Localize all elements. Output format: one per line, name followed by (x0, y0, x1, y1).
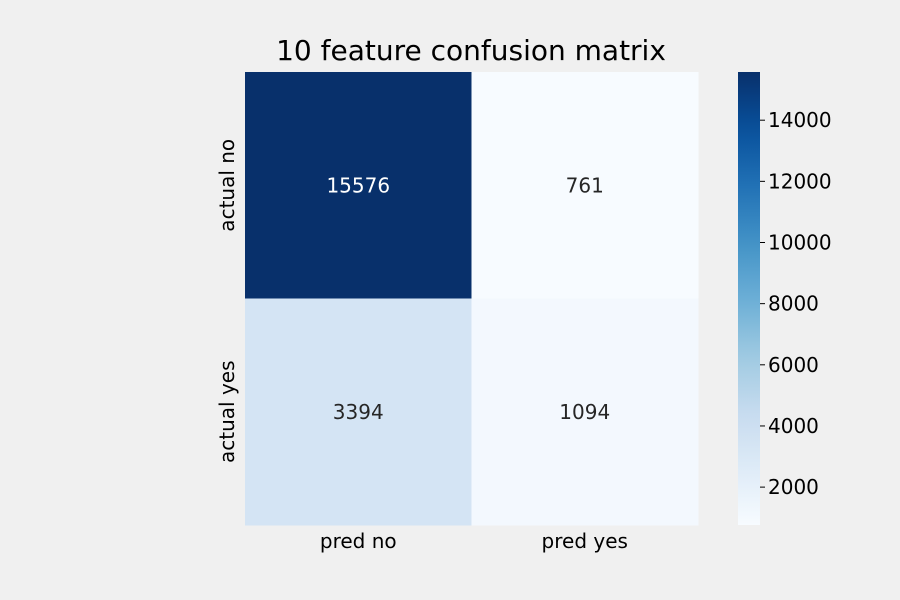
chart-title: 10 feature confusion matrix (276, 34, 666, 67)
colorbar-tick-label-2: 6000 (768, 353, 819, 377)
colorbar-tick-label-6: 14000 (768, 108, 832, 132)
colorbar-ticks: 2000 4000 6000 8000 10000 12000 14000 (760, 108, 832, 499)
cell-value-label-r1-c0: 3394 (333, 400, 384, 424)
colorbar-tick-label-1: 4000 (768, 414, 819, 438)
y-tick-label-0: actual no (215, 139, 239, 232)
heatmap-cells (245, 72, 699, 526)
colorbar-tick-label-4: 10000 (768, 230, 832, 254)
y-tick-label-1: actual yes (215, 361, 239, 464)
heatmap-cell-r1-c0 (245, 298, 472, 526)
heatmap-cell-r0-c0 (245, 72, 472, 299)
colorbar-tick-label-3: 8000 (768, 292, 819, 316)
cell-value-label-r0-c0: 15576 (326, 173, 390, 197)
x-tick-label-1: pred yes (542, 529, 628, 553)
cell-value-label-r0-c1: 761 (566, 173, 604, 197)
heatmap-cell-r0-c1 (471, 72, 699, 299)
heatmap-cell-labels: 15576 761 3394 1094 (326, 173, 610, 424)
colorbar-gradient (738, 72, 760, 525)
x-axis-ticks: pred no pred yes (320, 529, 628, 553)
heatmap-cell-r1-c1 (471, 298, 699, 526)
colorbar-tick-label-0: 2000 (768, 475, 819, 499)
colorbar: 2000 4000 6000 8000 10000 12000 14000 (738, 72, 832, 525)
y-axis-ticks: actual no actual yes (215, 139, 239, 463)
cell-value-label-r1-c1: 1094 (559, 400, 610, 424)
colorbar-tick-label-5: 12000 (768, 169, 832, 193)
x-tick-label-0: pred no (320, 529, 397, 553)
